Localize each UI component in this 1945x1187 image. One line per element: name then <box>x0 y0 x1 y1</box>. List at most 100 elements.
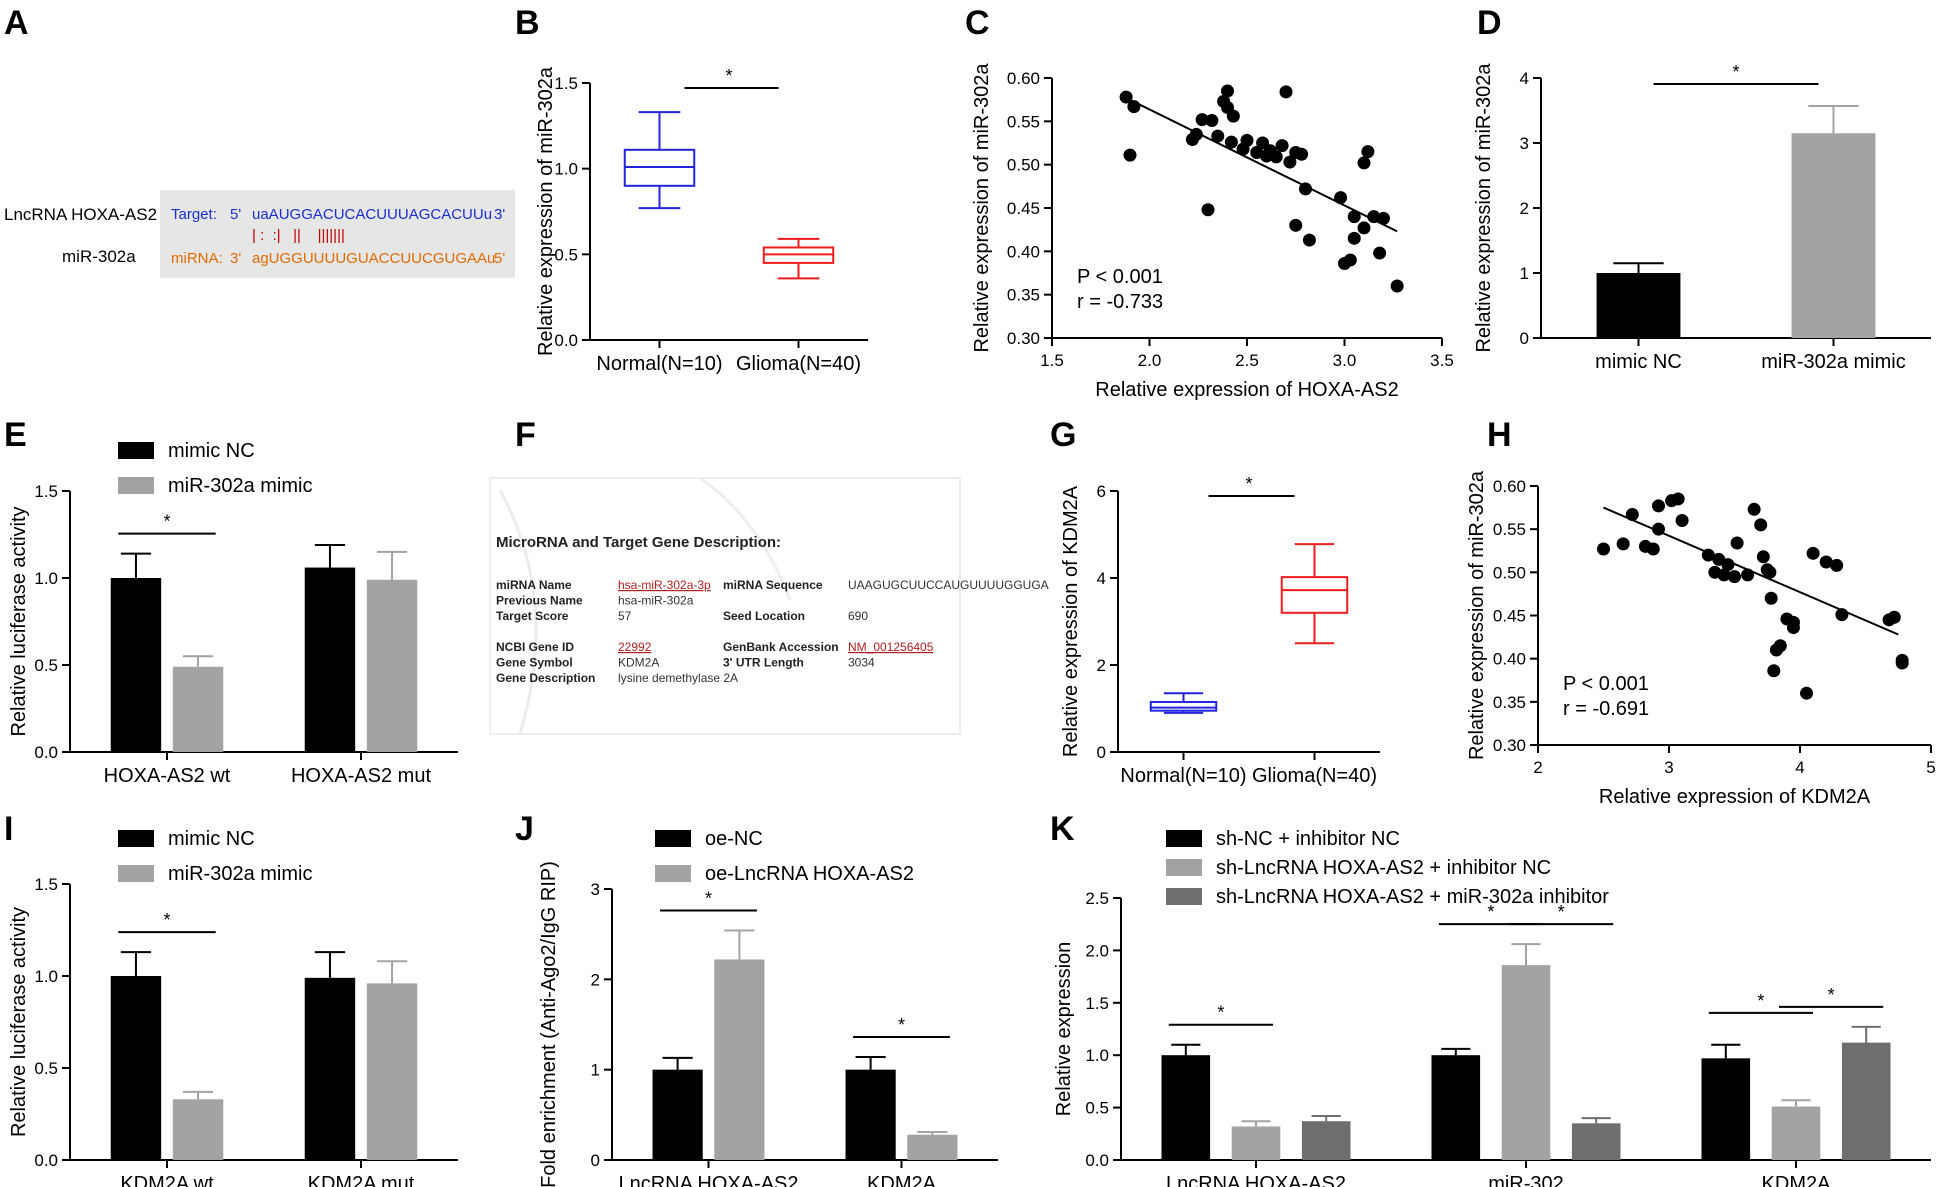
legend-swatch <box>1166 859 1202 876</box>
x-tick-label: Glioma(N=40) <box>736 353 861 375</box>
data-point <box>1279 85 1293 99</box>
data-point <box>1671 492 1685 506</box>
y-tick-label: 1.0 <box>34 569 58 588</box>
bar <box>652 1069 703 1160</box>
bar <box>907 1134 958 1160</box>
data-point <box>1226 109 1240 123</box>
data-point <box>1201 203 1215 217</box>
data-point <box>1275 139 1289 153</box>
y-tick-label: 1.5 <box>554 74 578 93</box>
x-tick-label: LncRNA HOXA-AS2 <box>618 1173 798 1187</box>
x-tick-label: KDM2A <box>1762 1173 1832 1187</box>
legend-label: sh-LncRNA HOXA-AS2 + miR-302a inhibitor <box>1216 886 1609 908</box>
db-key: Gene Symbol <box>496 656 573 670</box>
y-tick-label: 1.5 <box>34 482 58 501</box>
data-point <box>1361 145 1375 159</box>
chart-h: 0.30 0.35 0.40 0.45 0.50 0.55 0.60 Relative exp… <box>1466 470 1936 808</box>
x-tick-label: KDM2A mut <box>308 1173 415 1187</box>
data-point <box>1295 147 1309 161</box>
p-value-annotation: P < 0.001 <box>1563 673 1649 695</box>
x-tick-label: 3 <box>1664 758 1673 777</box>
data-point <box>1597 542 1610 556</box>
db-key: miRNA Name <box>496 578 572 592</box>
data-point <box>1830 558 1844 572</box>
significance-star: * <box>1245 474 1252 494</box>
legend-label: mimic NC <box>168 440 255 462</box>
data-point <box>1357 221 1371 235</box>
y-tick-label: 0.35 <box>1007 286 1040 305</box>
db-value: lysine demethylase 2A <box>618 671 738 685</box>
legend-swatch <box>655 865 691 882</box>
legend-swatch <box>118 477 154 494</box>
data-point <box>1347 210 1361 224</box>
y-tick-label: 0.60 <box>1493 477 1526 496</box>
db-key: GenBank Accession <box>723 640 839 654</box>
data-point <box>1819 555 1833 569</box>
y-axis-label: Relative luciferase activity <box>8 506 30 736</box>
y-tick-label: 0.40 <box>1007 242 1040 261</box>
regression-line <box>1603 506 1899 636</box>
data-point <box>1269 150 1283 164</box>
panel-label-d: D <box>1477 4 1502 42</box>
x-tick-label: miR-302 <box>1488 1173 1564 1187</box>
y-tick-label: 6 <box>1097 482 1106 501</box>
db-value: 690 <box>848 609 868 623</box>
bar <box>172 666 224 752</box>
x-tick-label: HOXA-AS2 wt <box>104 765 231 787</box>
box-body <box>1280 576 1349 614</box>
legend-swatch <box>1166 888 1202 905</box>
y-tick-label: 1 <box>591 1061 600 1080</box>
y-tick-label: 0 <box>1520 329 1529 348</box>
y-tick-label: 3 <box>591 880 600 899</box>
x-tick-label: KDM2A wt <box>120 1173 214 1187</box>
bar <box>845 1069 896 1160</box>
data-point <box>1221 84 1234 98</box>
x-tick-label: Normal(N=10) <box>1120 765 1246 787</box>
lncrna-name: LncRNA HOXA-AS2 <box>4 205 157 224</box>
data-point <box>1652 499 1666 513</box>
data-point <box>1289 218 1303 232</box>
y-tick-label: 2.0 <box>1085 941 1109 960</box>
db-rows: miRNA Name hsa-miR-302a-3p miRNA Sequence U… <box>496 578 1049 685</box>
data-point <box>1747 502 1761 516</box>
significance-star: * <box>163 512 170 532</box>
y-tick-label: 0.55 <box>1493 520 1526 539</box>
bar <box>304 977 356 1160</box>
data-point <box>1730 536 1744 550</box>
y-tick-label: 1.0 <box>1085 1046 1109 1065</box>
x-tick-label: miR-302a mimic <box>1761 351 1905 373</box>
y-tick-label: 0.5 <box>34 656 58 675</box>
legend-swatch <box>655 830 691 847</box>
bar <box>1791 133 1876 338</box>
y-tick-label: 0.0 <box>554 331 578 350</box>
panel-label-a: A <box>4 4 29 42</box>
x-tick-label: KDM2A <box>867 1173 937 1187</box>
significance-star: * <box>898 1015 905 1035</box>
y-tick-label: 0.60 <box>1007 69 1040 88</box>
data-point <box>1616 537 1630 551</box>
y-tick-label: 0.5 <box>554 245 578 264</box>
y-tick-label: 0.30 <box>1493 736 1526 755</box>
legend-swatch <box>1166 830 1202 847</box>
bar <box>304 567 356 752</box>
y-axis-label: Relative expression of KDM2A <box>1060 485 1082 757</box>
mirna-5prime: 5' <box>494 250 505 267</box>
data-point <box>1767 664 1781 678</box>
y-tick-label: 0.50 <box>1007 156 1040 175</box>
db-value: UAAGUGCUUCCAUGUUUUGGUGA <box>848 578 1049 592</box>
bar <box>1301 1121 1351 1160</box>
significance-star: * <box>1757 991 1764 1011</box>
panel-letters: B C D E G H I J K <box>4 4 1512 848</box>
db-value: NM_001256405 <box>848 640 934 654</box>
y-tick-label: 0.55 <box>1007 112 1040 131</box>
panel-label-j: J <box>515 810 534 848</box>
x-tick-label: 2 <box>1533 758 1542 777</box>
panel-label-h: H <box>1487 416 1512 454</box>
target-3prime: 3' <box>494 206 505 223</box>
db-key: Target Score <box>496 609 569 623</box>
data-point <box>1343 253 1357 267</box>
decorative-arc <box>498 489 538 735</box>
p-value-annotation: P < 0.001 <box>1077 266 1163 288</box>
legend-label: miR-302a mimic <box>168 863 312 885</box>
